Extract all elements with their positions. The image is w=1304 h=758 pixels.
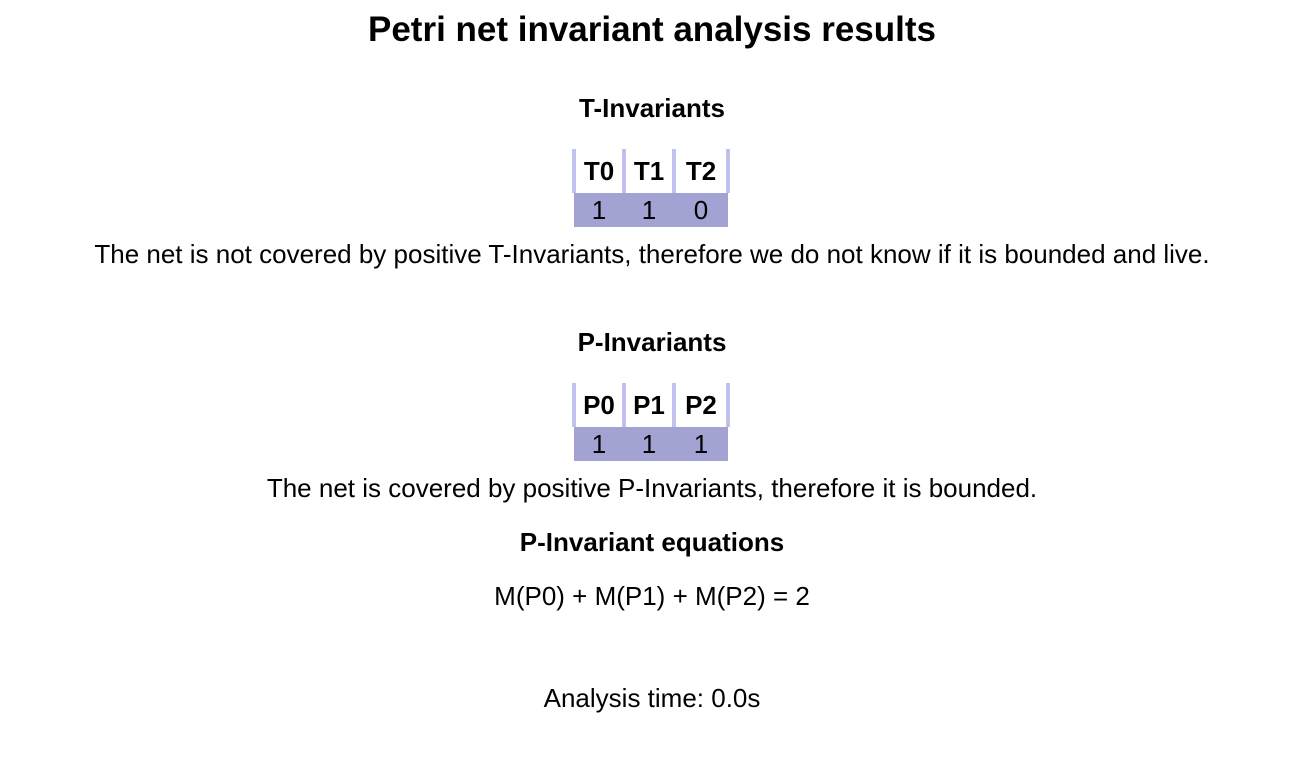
table-cell: 1 <box>574 427 624 461</box>
table-header-row: P0 P1 P2 <box>572 383 730 427</box>
table-row: 1 1 0 <box>574 193 728 227</box>
equation-line: M(P0) + M(P1) + M(P2) = 2 <box>494 581 810 611</box>
table-cell: 0 <box>674 193 728 227</box>
table-cell: 1 <box>624 193 674 227</box>
page-title: Petri net invariant analysis results <box>367 10 936 49</box>
column-header-p2: P2 <box>672 383 730 427</box>
p-invariants-conclusion: The net is covered by positive P-Invaria… <box>266 473 1038 503</box>
p-invariants-heading: P-Invariants <box>577 327 727 357</box>
column-header-p0: P0 <box>572 383 626 427</box>
t-invariants-heading: T-Invariants <box>579 93 725 123</box>
table-header-row: T0 T1 T2 <box>572 149 730 193</box>
table-cell: 1 <box>624 427 674 461</box>
column-header-t2: T2 <box>672 149 730 193</box>
t-invariants-conclusion: The net is not covered by positive T-Inv… <box>94 239 1210 269</box>
t-invariants-table: T0 T1 T2 1 1 0 <box>572 149 730 227</box>
column-header-t1: T1 <box>622 149 676 193</box>
p-invariants-table: P0 P1 P2 1 1 1 <box>572 383 730 461</box>
table-cell: 1 <box>674 427 728 461</box>
equations-heading: P-Invariant equations <box>519 527 785 557</box>
table-cell: 1 <box>574 193 624 227</box>
table-row: 1 1 1 <box>574 427 728 461</box>
analysis-time: Analysis time: 0.0s <box>543 683 761 713</box>
column-header-t0: T0 <box>572 149 626 193</box>
column-header-p1: P1 <box>622 383 676 427</box>
